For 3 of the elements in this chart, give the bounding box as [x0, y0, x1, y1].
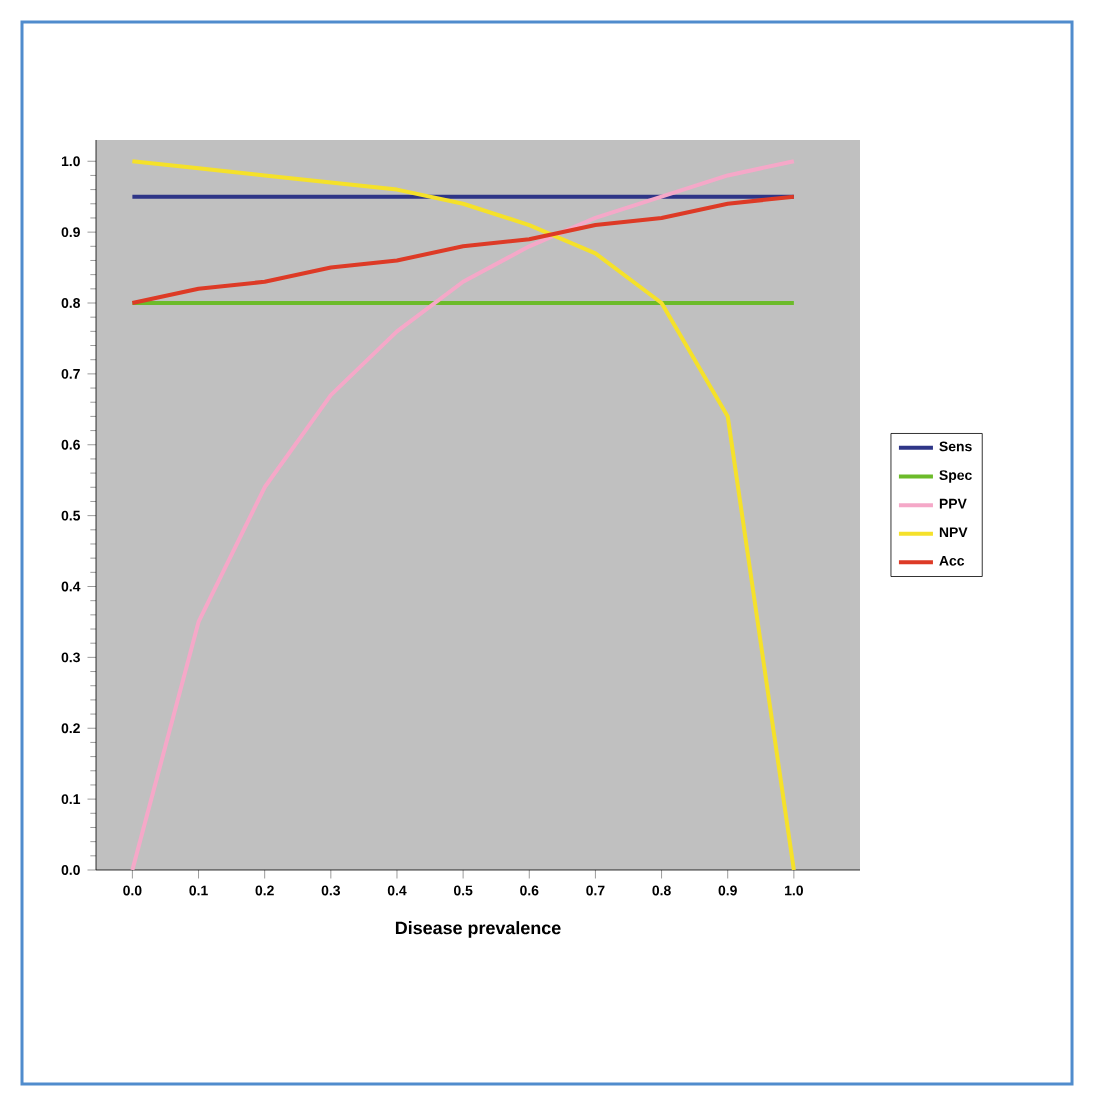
x-axis-title: Disease prevalence	[395, 921, 561, 938]
line-series	[130, 194, 796, 305]
line-series	[130, 159, 796, 870]
